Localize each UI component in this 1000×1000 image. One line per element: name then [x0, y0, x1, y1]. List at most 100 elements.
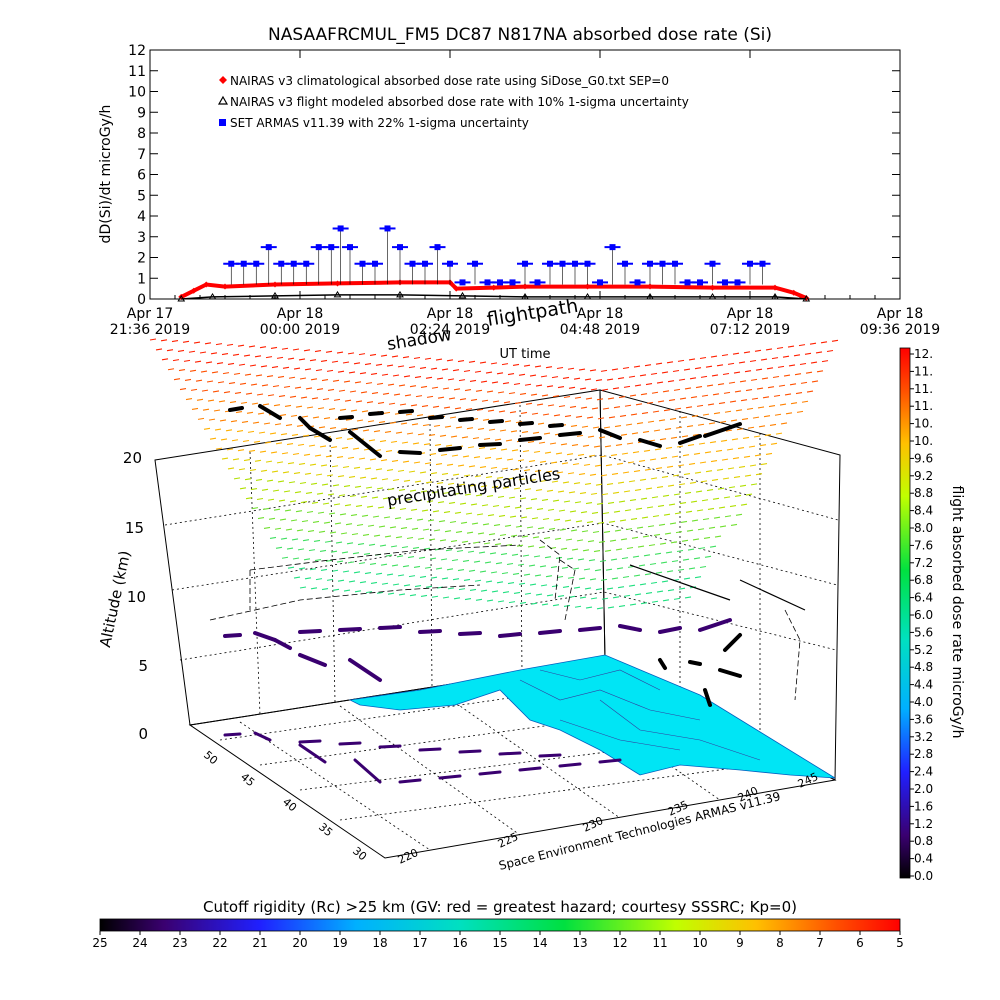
particle-dash — [194, 360, 202, 363]
particle-dash — [405, 413, 413, 416]
particle-dash — [339, 408, 347, 411]
particle-dash — [238, 363, 246, 366]
particle-dash — [589, 473, 597, 476]
particle-dash — [741, 417, 749, 421]
particle-dash — [663, 409, 671, 412]
particle-dash — [342, 465, 350, 469]
particle-dash — [243, 354, 251, 357]
particle-dash — [697, 528, 705, 531]
particle-dash — [292, 452, 300, 456]
particle-dash — [307, 530, 315, 533]
particle-dash — [700, 375, 708, 378]
particle-dash — [288, 481, 296, 484]
particle-dash — [671, 560, 679, 563]
particle-dash — [623, 594, 631, 597]
particle-dash — [459, 398, 467, 401]
particle-dash — [430, 576, 438, 579]
particle-dash — [634, 384, 642, 387]
particle-dash — [299, 586, 307, 589]
particle-dash — [422, 528, 430, 531]
particle-dash — [687, 444, 695, 447]
dose-colorbar-tick-label: 1.2 — [914, 817, 933, 831]
particle-dash — [481, 399, 489, 402]
particle-dash — [602, 407, 610, 410]
particle-dash — [420, 594, 428, 598]
particle-dash — [415, 395, 423, 398]
particle-dash — [391, 355, 399, 358]
particle-dash — [200, 370, 208, 373]
particle-dash — [704, 555, 712, 558]
particle-dash — [287, 566, 295, 569]
particle-dash — [466, 427, 474, 430]
particle-dash — [314, 350, 322, 353]
particle-dash — [607, 397, 615, 400]
particle-dash — [452, 578, 460, 581]
particle-dash — [613, 406, 621, 409]
particle-dash — [345, 418, 353, 421]
particle-dash — [645, 591, 653, 595]
particle-dash — [270, 451, 278, 454]
particle-dash — [726, 448, 734, 451]
particle-dash — [563, 604, 571, 608]
particle-dash — [171, 339, 179, 343]
particle-dash — [476, 408, 484, 411]
dose-colorbar-tick-label: 8.8 — [914, 486, 933, 500]
y-tick-label: 9 — [137, 105, 146, 121]
particle-dash — [560, 547, 568, 550]
particle-dash — [783, 374, 791, 377]
particle-dash — [511, 553, 519, 556]
particle-dash — [279, 518, 287, 521]
particle-dash — [249, 364, 257, 367]
particle-dash — [468, 569, 476, 572]
particle-dash — [245, 392, 253, 395]
particle-dash — [375, 572, 383, 575]
set-armas-point — [359, 260, 366, 267]
particle-dash — [748, 445, 756, 448]
particle-dash — [448, 397, 456, 400]
particle-dash — [183, 359, 191, 362]
particle-dash — [693, 452, 701, 455]
particle-dash — [705, 365, 713, 368]
particle-dash — [611, 577, 619, 580]
set-armas-point — [759, 260, 766, 267]
particle-dash — [379, 544, 387, 547]
particle-dash — [160, 339, 168, 342]
particle-dash — [742, 436, 750, 439]
particle-dash — [665, 551, 673, 554]
particle-dash — [534, 574, 542, 577]
particle-dash — [550, 461, 558, 464]
particle-dash — [614, 425, 622, 428]
particle-dash — [437, 396, 445, 399]
set-armas-point — [697, 279, 703, 286]
particle-dash — [627, 461, 635, 464]
particle-dash — [529, 374, 537, 377]
particle-dash — [221, 457, 229, 460]
particle-dash — [605, 464, 613, 467]
particle-dash — [467, 446, 475, 449]
particle-dash — [502, 486, 510, 489]
particle-dash — [680, 520, 688, 524]
particle-dash — [455, 426, 463, 429]
particle-dash — [408, 470, 416, 473]
particle-dash — [658, 523, 666, 526]
particle-dash — [585, 501, 593, 505]
particle-dash — [619, 519, 627, 522]
particle-dash — [272, 385, 280, 388]
particle-dash — [555, 452, 563, 455]
set-armas-point — [547, 260, 553, 267]
particle-dash — [699, 565, 707, 569]
particle-dash — [479, 570, 487, 573]
legend: NAIRAS v3 climatological absorbed dose r… — [217, 74, 689, 130]
particle-dash — [576, 539, 584, 542]
particle-dash — [369, 458, 377, 461]
particle-dash — [524, 592, 532, 595]
particle-dash — [172, 359, 180, 362]
particle-dash — [596, 607, 604, 610]
particle-dash — [539, 460, 547, 463]
particle-dash — [551, 585, 559, 588]
particle-dash — [277, 375, 285, 379]
particle-dash — [448, 501, 456, 504]
particle-dash — [541, 394, 549, 397]
particle-dash — [438, 520, 446, 523]
particle-dash — [278, 394, 286, 398]
